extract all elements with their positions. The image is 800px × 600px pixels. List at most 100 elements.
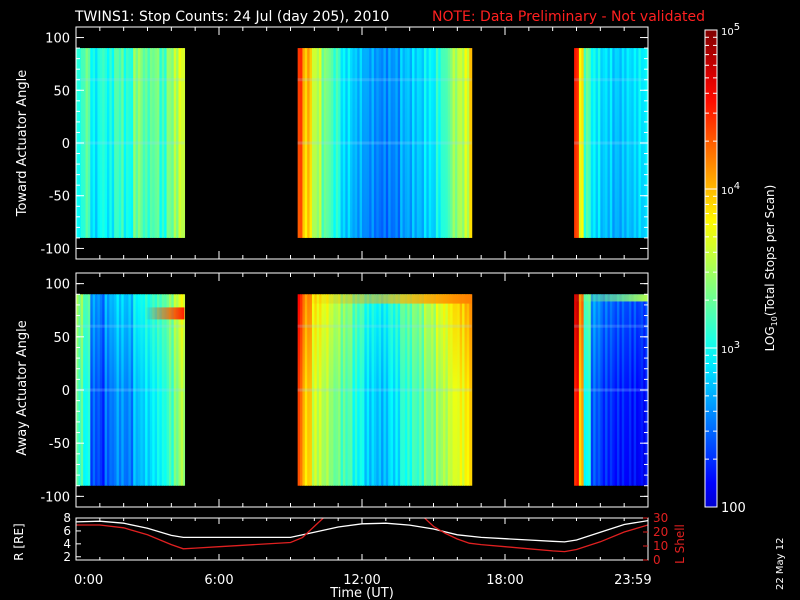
heatmap-column: [447, 48, 451, 238]
heatmap-column: [161, 294, 165, 486]
heatmap-column: [106, 48, 110, 238]
heatmap-column: [607, 48, 611, 238]
heatmap-column: [602, 48, 606, 238]
preliminary-note: NOTE: Data Preliminary - Not validated: [432, 9, 705, 25]
heatmap-column: [578, 48, 582, 238]
heatmap-column: [469, 48, 473, 238]
heatmap-column: [593, 294, 597, 486]
heatmap-column: [83, 294, 87, 486]
heatmap-column: [407, 294, 411, 486]
heatmap-column: [628, 294, 632, 486]
heatmap-column: [340, 294, 344, 486]
angle-band: [297, 324, 472, 328]
heatmap-column: [338, 48, 342, 238]
time-tick-label: 18:00: [486, 573, 523, 588]
heatmap-column: [631, 294, 635, 486]
colorbar: 105 104 103 100: [704, 22, 746, 516]
heatmap-column: [345, 294, 349, 486]
heatmap-column: [438, 294, 442, 486]
heatmap-column: [152, 48, 156, 238]
heatmap-column: [338, 294, 342, 486]
heatmap-column: [626, 48, 630, 238]
heatmap-column: [469, 294, 473, 486]
heatmap-column: [597, 294, 601, 486]
heatmap-column: [423, 294, 427, 486]
heatmap-column: [176, 48, 180, 238]
chart-title: TWINS1: Stop Counts: 24 Jul (day 205), 2…: [74, 9, 389, 25]
heatmap-column: [450, 294, 454, 486]
heatmap-column: [447, 294, 451, 486]
heatmap-column: [121, 48, 125, 238]
heatmap-column: [147, 48, 151, 238]
heatmap-column: [443, 294, 447, 486]
heatmap-column: [607, 294, 611, 486]
heatmap-column: [400, 48, 404, 238]
heatmap-column: [109, 294, 113, 486]
heatmap-column: [168, 48, 172, 238]
heatmap-column: [576, 294, 580, 486]
heatmap-column: [111, 294, 115, 486]
heatmap-column: [128, 48, 132, 238]
heatmap-column: [95, 294, 99, 486]
heatmap-column: [135, 294, 139, 486]
heatmap-column: [638, 48, 642, 238]
heatmap-column: [581, 48, 585, 238]
heatmap-column: [614, 48, 618, 238]
heatmap-column: [373, 294, 377, 486]
heatmap-column: [628, 48, 632, 238]
heatmap-column: [123, 294, 127, 486]
heatmap-hotspot: [297, 294, 472, 304]
heatmap-column: [350, 294, 354, 486]
heatmap-column: [130, 48, 134, 238]
heatmap-column: [574, 48, 578, 238]
heatmap-column: [180, 48, 184, 238]
heatmap-column: [137, 294, 141, 486]
heatmap-column: [173, 294, 177, 486]
heatmap-hotspot: [145, 307, 185, 320]
heatmap-column: [97, 48, 101, 238]
heatmap-column: [323, 48, 327, 238]
angle-band: [574, 324, 648, 328]
heatmap-column: [154, 294, 158, 486]
heatmap-column: [323, 294, 327, 486]
heatmap-column: [164, 294, 168, 486]
heatmap-column: [90, 294, 94, 486]
heatmap-column: [123, 48, 127, 238]
angle-band: [76, 388, 185, 392]
heatmap-column: [445, 48, 449, 238]
toward-angle-panel: -100 -50 0 50 100: [40, 26, 649, 260]
heatmap-column: [614, 294, 618, 486]
heatmap-column: [97, 294, 101, 486]
heatmap-column: [118, 294, 122, 486]
heatmap-column: [392, 294, 396, 486]
heatmap-column: [609, 294, 613, 486]
heatmap-column: [121, 294, 125, 486]
heatmap-column: [183, 48, 186, 238]
heatmap-column: [597, 48, 601, 238]
heatmap-column: [109, 48, 113, 238]
orbit-right-tick-label: 10: [653, 539, 668, 553]
ytick-label: 0: [62, 384, 70, 399]
heatmap-column: [311, 294, 315, 486]
heatmap-column: [309, 294, 313, 486]
heatmap-column: [90, 48, 94, 238]
angle-band: [297, 141, 472, 145]
heatmap-column: [438, 48, 442, 238]
heatmap-column: [154, 48, 158, 238]
ytick-label: -100: [40, 490, 70, 505]
heatmap-column: [354, 48, 358, 238]
heatmap-column: [431, 294, 435, 486]
heatmap-column: [362, 48, 365, 238]
heatmap-column: [302, 48, 306, 238]
heatmap-column: [364, 294, 368, 486]
heatmap-column: [624, 294, 628, 486]
time-tick-label: 0:00: [74, 573, 103, 588]
heatmap-column: [126, 294, 130, 486]
heatmap-column: [352, 48, 356, 238]
heatmap-column: [583, 48, 587, 238]
angle-band: [574, 141, 648, 145]
heatmap-column: [619, 294, 623, 486]
heatmap-column: [140, 294, 144, 486]
heatmap-column: [412, 48, 416, 238]
heatmap-column: [297, 48, 301, 238]
